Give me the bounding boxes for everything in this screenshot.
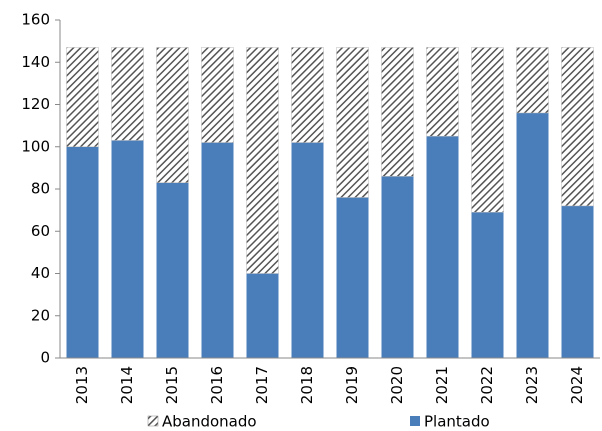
bar-segment — [156, 47, 189, 183]
bar-segment — [156, 182, 189, 358]
x-tick-label: 2014 — [118, 366, 136, 404]
bar-segment — [426, 136, 459, 358]
y-tick-label: 40 — [31, 264, 50, 282]
bar-segment — [201, 142, 234, 358]
x-tick-label: 2021 — [433, 366, 451, 404]
x-tick-label: 2017 — [253, 366, 271, 404]
bar-segment — [201, 47, 234, 143]
y-tick-label: 120 — [21, 95, 50, 113]
x-tick-label: 2024 — [568, 366, 586, 404]
bar-segment — [66, 146, 99, 358]
legend-swatch — [147, 415, 159, 427]
legend-swatch — [410, 416, 420, 426]
bar-segment — [561, 47, 594, 207]
x-tick-label: 2016 — [208, 366, 226, 404]
bar-segment — [336, 197, 369, 358]
bar-segment — [426, 47, 459, 137]
x-tick-label: 2023 — [523, 366, 541, 404]
bar-segment — [516, 112, 549, 358]
bar-segment — [561, 205, 594, 358]
bar-segment — [246, 47, 279, 274]
x-tick-label: 2015 — [163, 366, 181, 404]
x-tick-label: 2022 — [478, 366, 496, 404]
bar-segment — [471, 212, 504, 358]
y-tick-label: 160 — [21, 11, 50, 29]
y-tick-label: 60 — [31, 222, 50, 240]
x-tick-label: 2020 — [388, 366, 406, 404]
y-tick-label: 140 — [21, 53, 50, 71]
bar-segment — [291, 142, 324, 358]
legend-label: Abandonado — [162, 413, 257, 431]
y-tick-label: 80 — [31, 180, 50, 198]
y-tick-label: 100 — [21, 137, 50, 155]
x-tick-label: 2019 — [343, 366, 361, 404]
bar-segment — [246, 273, 279, 358]
bar-segment — [336, 47, 369, 198]
bar-segment — [111, 140, 144, 358]
bar-segment — [291, 47, 324, 143]
x-tick-label: 2018 — [298, 366, 316, 404]
bar-segment — [516, 47, 549, 114]
bar-segment — [381, 47, 414, 177]
legend-label: Plantado — [424, 413, 490, 431]
bar-segment — [66, 47, 99, 147]
x-tick-label: 2013 — [73, 366, 91, 404]
bar-segment — [381, 176, 414, 358]
y-tick-label: 0 — [40, 349, 50, 367]
bar-segment — [471, 47, 504, 213]
y-tick-label: 20 — [31, 306, 50, 324]
bar-segment — [111, 47, 144, 141]
